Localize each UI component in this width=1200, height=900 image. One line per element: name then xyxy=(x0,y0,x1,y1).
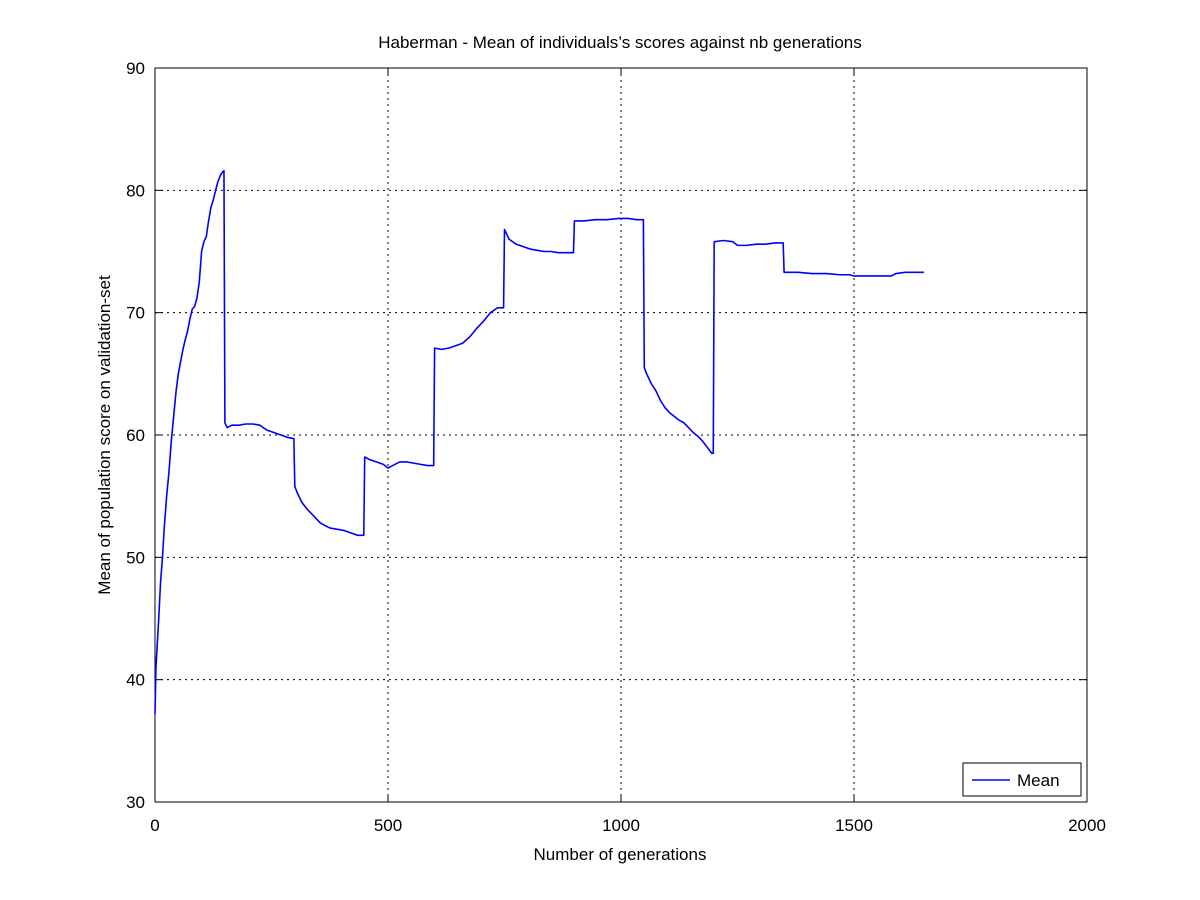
y-tick-label: 40 xyxy=(126,671,145,690)
y-tick-label: 80 xyxy=(126,181,145,200)
x-tick-label: 500 xyxy=(374,816,402,835)
x-axis-label: Number of generations xyxy=(534,845,707,864)
y-tick-label: 70 xyxy=(126,304,145,323)
y-tick-label: 50 xyxy=(126,548,145,567)
chart-title: Haberman - Mean of individuals’s scores … xyxy=(378,33,862,52)
x-tick-label: 1500 xyxy=(835,816,873,835)
x-tick-label: 1000 xyxy=(602,816,640,835)
grid-lines xyxy=(155,68,1087,802)
legend-label-mean: Mean xyxy=(1017,771,1060,790)
y-tick-label: 60 xyxy=(126,426,145,445)
legend: Mean xyxy=(962,762,1082,797)
y-axis-label: Mean of population score on validation-s… xyxy=(95,275,114,595)
axis-ticks: 0 500 1000 1500 2000 30 40 50 60 70 80 90 xyxy=(126,59,1106,835)
x-tick-label: 0 xyxy=(150,816,159,835)
series-line-mean xyxy=(154,169,924,714)
x-tick-label: 2000 xyxy=(1068,816,1106,835)
series-layer xyxy=(154,169,924,714)
y-tick-label: 90 xyxy=(126,59,145,78)
y-tick-label: 30 xyxy=(126,793,145,812)
